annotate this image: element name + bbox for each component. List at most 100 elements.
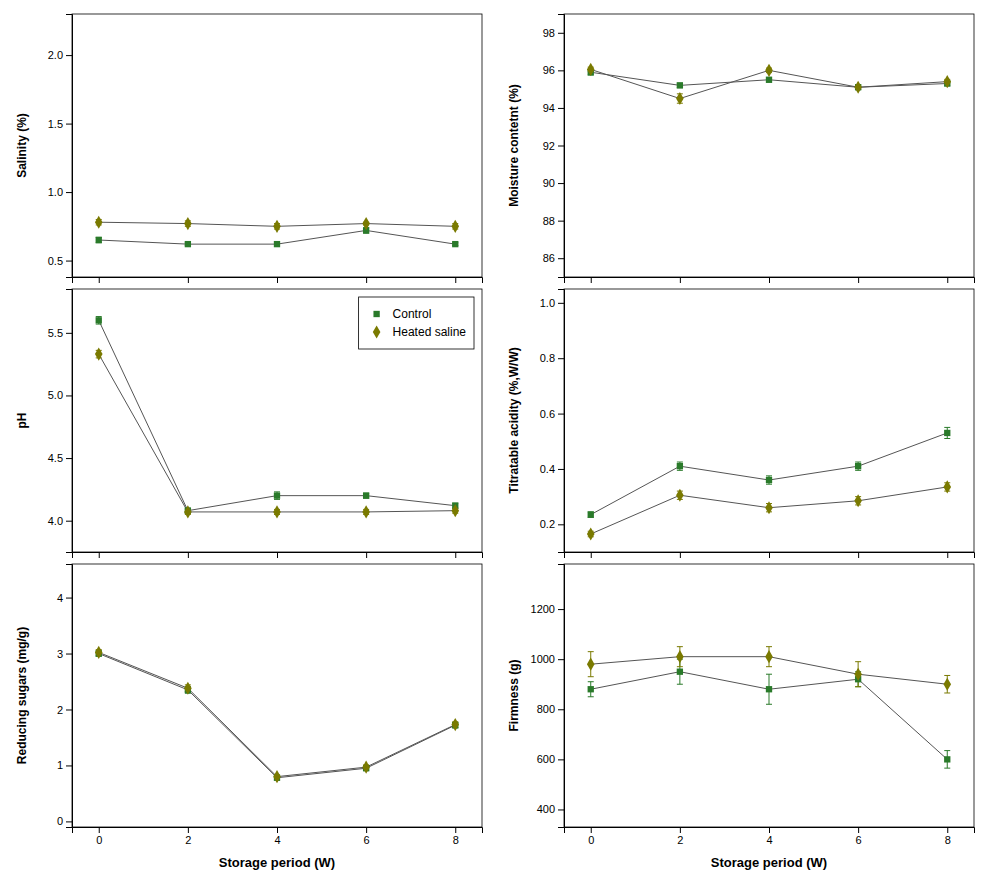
y-tick: 4.5 xyxy=(48,452,72,464)
error-bar-cap xyxy=(588,651,594,652)
y-axis: 40060080010001200 xyxy=(531,565,565,828)
error-bar xyxy=(855,462,861,470)
y-axis: 4.04.55.05.5 xyxy=(48,290,73,553)
data-point xyxy=(185,241,191,247)
data-point xyxy=(766,477,772,483)
y-axis: 01234 xyxy=(57,565,73,828)
y-tick-mark xyxy=(558,146,564,147)
error-bar-cap xyxy=(855,661,861,662)
x-tick xyxy=(455,552,456,558)
data-point xyxy=(451,220,459,233)
x-tick-mark xyxy=(680,552,681,558)
error-bar-cap xyxy=(944,427,950,428)
x-tick-mark xyxy=(99,827,100,833)
plot-area xyxy=(95,646,459,783)
data-point xyxy=(676,650,684,663)
x-tick-mark xyxy=(188,827,189,833)
y-tick: 2 xyxy=(57,704,72,716)
x-tick: 8 xyxy=(945,827,951,846)
y-tick: 90 xyxy=(543,177,564,189)
data-point xyxy=(363,492,369,498)
y-tick-mark xyxy=(66,192,72,193)
x-tick-mark xyxy=(591,277,592,283)
y-tick-label: 0.8 xyxy=(540,352,555,364)
x-tick-mark xyxy=(188,277,189,283)
x-axis xyxy=(565,277,975,283)
y-tick: 800 xyxy=(537,703,564,715)
data-point xyxy=(943,75,951,88)
error-bar xyxy=(588,512,594,518)
x-tick-mark xyxy=(366,827,367,833)
legend: ControlHeated saline xyxy=(359,297,474,349)
y-tick-mark xyxy=(558,221,564,222)
x-tick: 0 xyxy=(588,827,594,846)
error-bar-cap xyxy=(855,686,861,687)
y-tick: 2.0 xyxy=(48,49,72,61)
y-axis-line xyxy=(66,290,73,553)
error-bar-cap xyxy=(766,475,772,476)
data-point xyxy=(855,463,861,469)
data-point xyxy=(273,770,281,783)
y-tick-label: 800 xyxy=(537,703,555,715)
error-bar xyxy=(274,492,280,500)
y-tick-label: 4.5 xyxy=(48,452,63,464)
data-point xyxy=(451,504,459,517)
x-axis xyxy=(565,552,975,558)
y-tick: 1200 xyxy=(531,603,564,615)
y-tick: 600 xyxy=(537,753,564,765)
y-tick-mark xyxy=(66,709,72,710)
y-tick-mark xyxy=(558,183,564,184)
x-tick xyxy=(680,552,681,558)
x-tick xyxy=(769,277,770,283)
data-point xyxy=(676,92,684,105)
data-point xyxy=(588,511,594,517)
y-tick-label: 400 xyxy=(537,803,555,815)
y-tick: 96 xyxy=(543,64,564,76)
y-tick-mark xyxy=(66,261,72,262)
y-tick-mark xyxy=(66,521,72,522)
error-bar-cap xyxy=(855,462,861,463)
x-tick xyxy=(947,277,948,283)
x-axis xyxy=(73,552,483,558)
y-axis-title: Titratable acidity (%,W/W) xyxy=(507,347,521,493)
x-tick xyxy=(455,277,456,283)
error-bar-cap xyxy=(766,646,772,647)
y-tick: 88 xyxy=(543,215,564,227)
error-bar xyxy=(766,77,772,82)
plot-area xyxy=(587,427,951,540)
y-axis: 0.51.01.52.0 xyxy=(48,15,73,278)
y-tick-mark xyxy=(558,258,564,259)
y-tick-label: 0.6 xyxy=(540,408,555,420)
y-tick-mark xyxy=(66,765,72,766)
legend-frame xyxy=(359,297,474,349)
x-tick-label: 8 xyxy=(945,834,951,846)
x-tick-mark xyxy=(277,552,278,558)
error-bar-cap xyxy=(274,499,280,500)
figure: 0.51.01.52.0Salinity (%)86889092949698Mo… xyxy=(0,0,990,885)
x-tick-mark xyxy=(366,277,367,283)
data-point xyxy=(95,216,103,229)
y-tick: 1.0 xyxy=(48,186,72,198)
x-tick-mark xyxy=(99,277,100,283)
y-axis-line xyxy=(558,290,565,553)
x-tick xyxy=(858,277,859,283)
x-tick-mark xyxy=(769,277,770,283)
x-tick-label: 4 xyxy=(274,834,280,846)
error-bar-cap xyxy=(588,696,594,697)
x-tick-label: 2 xyxy=(677,834,683,846)
error-bar-cap xyxy=(96,316,102,317)
y-axis-line xyxy=(66,15,73,278)
x-tick: 2 xyxy=(677,827,683,846)
y-axis-title: Moisture contetnt (%) xyxy=(507,84,521,207)
error-bar-cap xyxy=(677,666,683,667)
x-tick: 0 xyxy=(96,827,102,846)
y-tick: 4.0 xyxy=(48,515,72,527)
error-bar-cap xyxy=(677,646,683,647)
panel: 0246801234Reducing sugars (mg/g)Storage … xyxy=(15,564,483,870)
y-tick: 0.2 xyxy=(540,518,564,530)
data-point xyxy=(184,505,192,518)
y-tick-mark xyxy=(558,524,564,525)
y-tick-mark xyxy=(558,469,564,470)
x-tick-mark xyxy=(455,552,456,558)
panel: 0.51.01.52.0Salinity (%) xyxy=(15,14,483,283)
